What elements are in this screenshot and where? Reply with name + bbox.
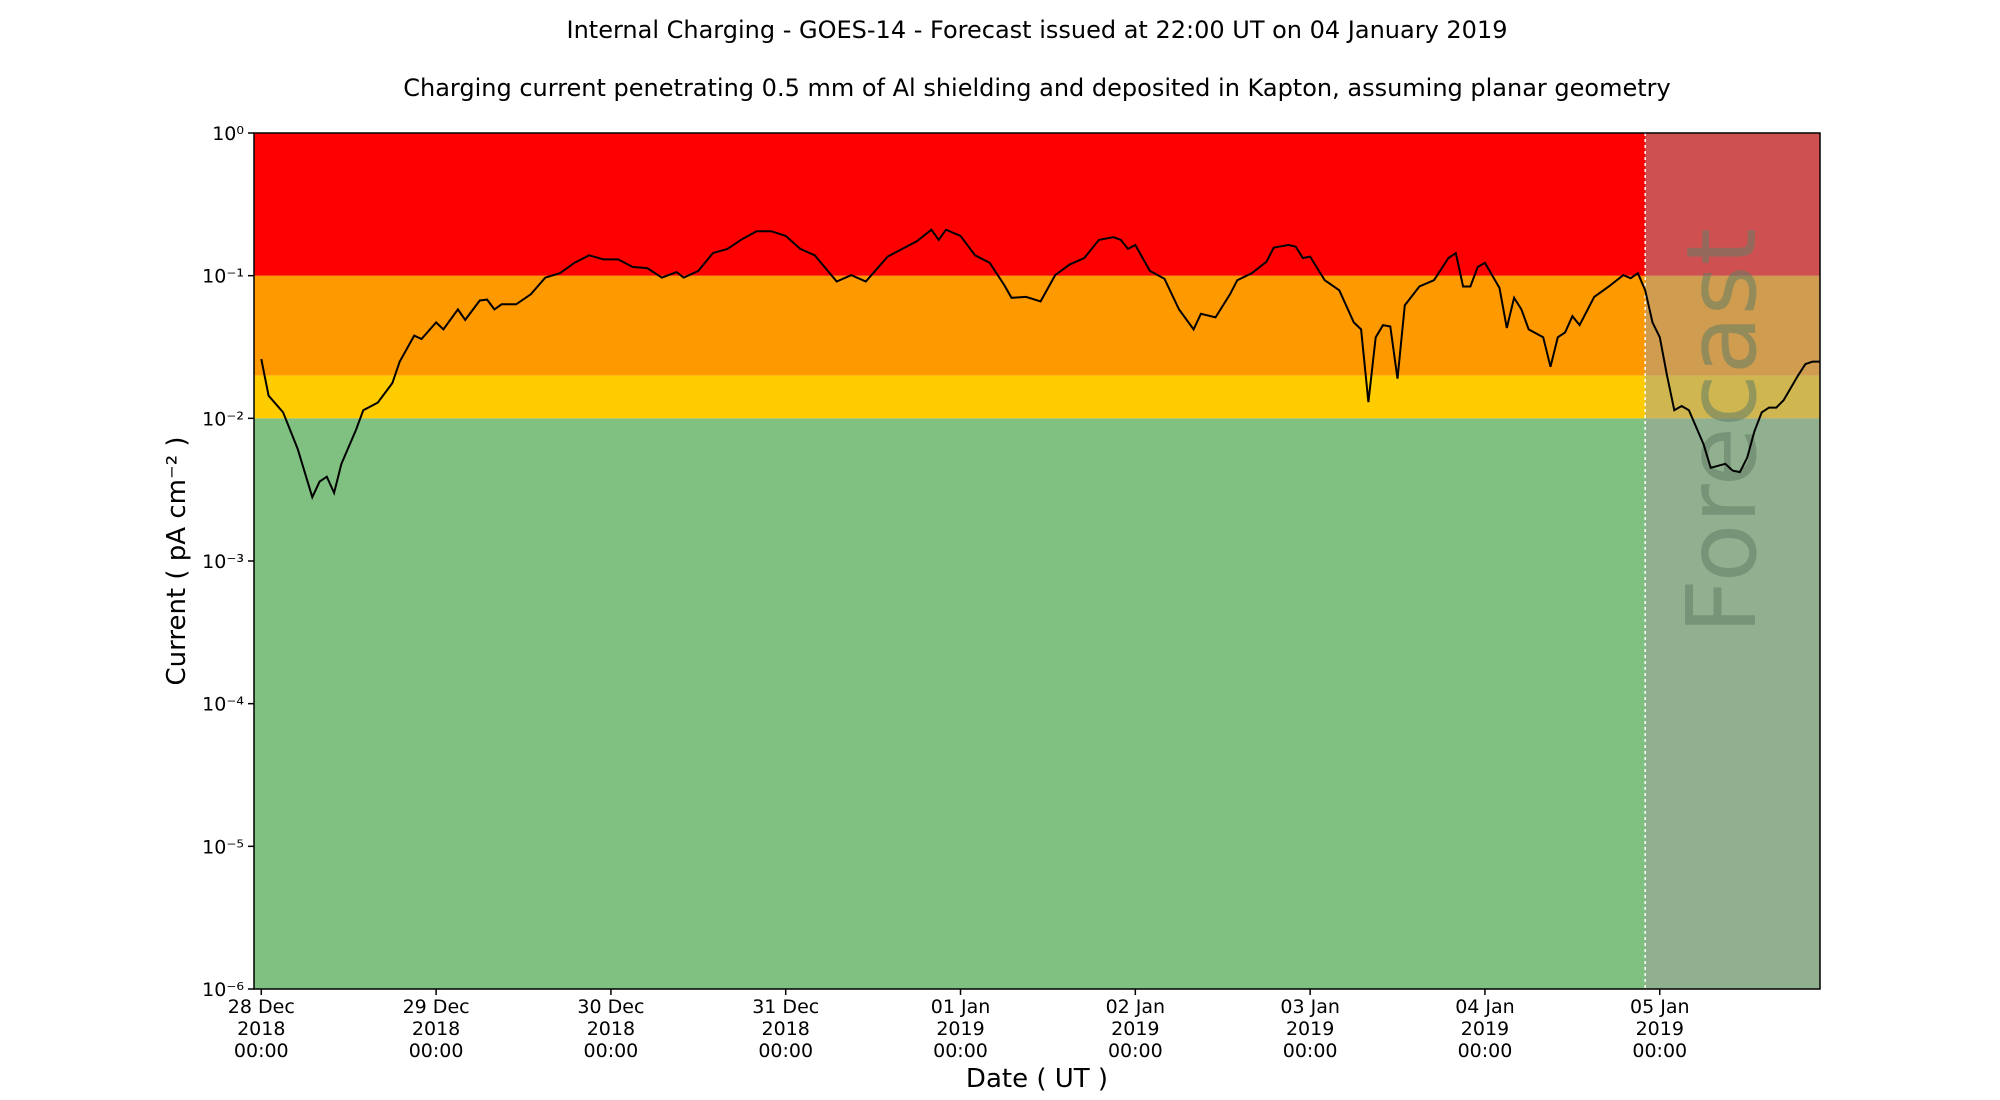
x-tick-label: 31 Dec [752,996,819,1018]
x-tick-label: 2018 [587,1018,635,1040]
x-tick-label: 00:00 [933,1040,988,1062]
risk-band [254,133,1820,276]
x-tick-label: 00:00 [1458,1040,1513,1062]
chart-title: Internal Charging - GOES-14 - Forecast i… [567,16,1508,44]
x-tick-label: 00:00 [758,1040,813,1062]
x-tick-label: 2018 [762,1018,810,1040]
x-tick-label: 29 Dec [403,996,470,1018]
x-tick-label: 00:00 [1108,1040,1163,1062]
x-tick-label: 2019 [1636,1018,1684,1040]
y-tick-label: 10⁻³ [202,551,244,573]
x-tick-label: 2018 [237,1018,285,1040]
x-tick-label: 03 Jan [1280,996,1340,1018]
risk-band [254,375,1820,419]
y-tick-label: 10⁻⁶ [202,979,244,1001]
forecast-label: Forecast [1666,228,1778,634]
x-axis-label: Date ( UT ) [966,1064,1108,1094]
x-tick-label: 2019 [1286,1018,1334,1040]
forecast-shade [1645,133,1820,989]
y-tick-label: 10⁰ [212,123,244,145]
x-tick-label: 00:00 [1283,1040,1338,1062]
risk-band [254,275,1820,376]
x-tick-label: 00:00 [234,1040,289,1062]
y-tick-label: 10⁻⁴ [202,694,244,716]
data-line [260,228,1820,500]
x-tick-label: 28 Dec [228,996,295,1018]
x-tick-label: 00:00 [584,1040,639,1062]
risk-band [254,418,1820,989]
y-tick-label: 10⁻² [202,408,244,430]
plot-area: Forecast 10⁻⁶ 10⁻⁵ 10⁻⁴ 10⁻³ 10⁻² 10⁻¹ 10⁰ 28 De… [202,123,1821,1062]
x-tick-label: 00:00 [409,1040,464,1062]
y-axis-label: Current ( pA cm⁻² ) [162,436,192,685]
x-tick-label: 2019 [1461,1018,1509,1040]
x-tick-label: 05 Jan [1630,996,1690,1018]
x-tick-label: 01 Jan [931,996,991,1018]
x-tick-label: 02 Jan [1106,996,1166,1018]
x-tick-label: 30 Dec [577,996,644,1018]
x-tick-label: 2019 [1111,1018,1159,1040]
x-tick-label: 2018 [412,1018,460,1040]
x-tick-label: 00:00 [1632,1040,1687,1062]
chart-subtitle: Charging current penetrating 0.5 mm of A… [403,74,1671,102]
y-tick-label: 10⁻¹ [202,266,244,288]
y-tick-label: 10⁻⁵ [202,836,244,858]
x-tick-label: 04 Jan [1455,996,1515,1018]
x-tick-label: 2019 [936,1018,984,1040]
